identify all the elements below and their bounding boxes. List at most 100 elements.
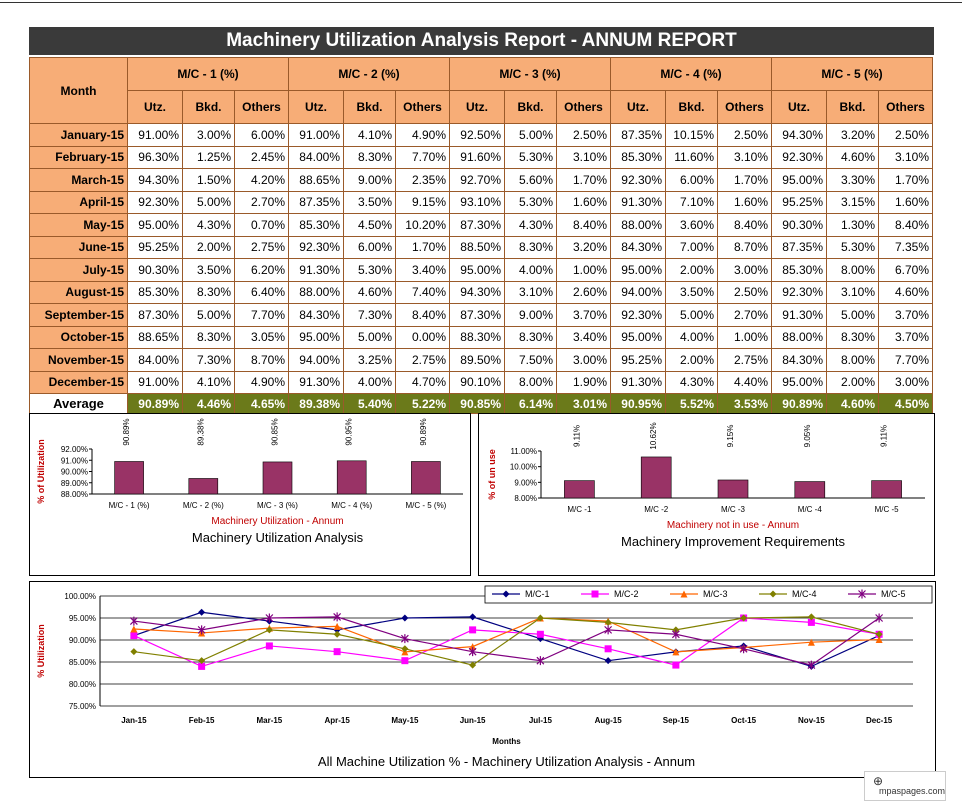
average-row: Average 90.89% 4.46% 4.65% 89.38% 5.40% 5.22% 9… bbox=[29, 393, 933, 414]
value-cell: 7.40% bbox=[395, 280, 450, 304]
value-cell: 92.30% bbox=[610, 303, 666, 327]
table-row: May-15 95.00% 4.30% 0.70% 85.30% 4.50% 10.20% 8… bbox=[29, 213, 933, 237]
value-cell: 4.90% bbox=[395, 123, 450, 147]
value-cell: 91.30% bbox=[771, 303, 827, 327]
value-cell: 92.70% bbox=[449, 168, 505, 192]
value-cell: 92.30% bbox=[771, 145, 827, 169]
value-cell: 93.10% bbox=[449, 190, 505, 214]
legend: M/C-1 M/C-2 M/C-3 M/C-4 M/C-5 bbox=[484, 585, 933, 604]
value-cell: 87.35% bbox=[771, 235, 827, 259]
x-tick-label: M/C -1 bbox=[567, 505, 592, 514]
month-cell: June-15 bbox=[29, 235, 128, 259]
value-cell: 5.00% bbox=[826, 303, 879, 327]
data-point bbox=[875, 636, 883, 644]
average-cell: 89.38% bbox=[288, 393, 344, 414]
sub-header: Utz. bbox=[288, 90, 344, 124]
month-cell: August-15 bbox=[29, 280, 128, 304]
value-cell: 4.60% bbox=[343, 280, 396, 304]
value-cell: 92.30% bbox=[288, 235, 344, 259]
value-cell: 87.35% bbox=[610, 123, 666, 147]
value-cell: 95.00% bbox=[610, 325, 666, 349]
value-cell: 1.00% bbox=[556, 258, 611, 282]
data-point bbox=[333, 612, 342, 622]
data-point bbox=[333, 622, 341, 630]
value-cell: 4.30% bbox=[182, 213, 235, 237]
series-line bbox=[133, 611, 880, 668]
value-cell: 3.30% bbox=[826, 168, 879, 192]
data-label: 9.15% bbox=[726, 425, 735, 448]
y-tick-label: 95.00% bbox=[69, 614, 96, 623]
y-tick-label: 10.00% bbox=[510, 463, 537, 472]
month-cell: March-15 bbox=[29, 168, 128, 192]
series-m-c-5 bbox=[129, 612, 884, 670]
series-m-c-3 bbox=[130, 614, 883, 656]
sub-header: Utz. bbox=[610, 90, 666, 124]
value-cell: 84.30% bbox=[771, 348, 827, 372]
improvement-chart-panel: 8.00% 9.00% 10.00% 11.00% 9.11% M/C -1 10.62% M… bbox=[478, 413, 935, 576]
chart-title: All Machine Utilization % - Machinery Ut… bbox=[318, 754, 695, 769]
value-cell: 85.30% bbox=[610, 145, 666, 169]
value-cell: 88.30% bbox=[449, 325, 505, 349]
average-cell: 5.52% bbox=[665, 393, 718, 414]
x-tick-label: Jul-15 bbox=[529, 716, 553, 725]
value-cell: 91.30% bbox=[288, 370, 344, 394]
data-point bbox=[604, 645, 612, 653]
value-cell: 1.50% bbox=[182, 168, 235, 192]
value-cell: 84.30% bbox=[610, 235, 666, 259]
average-cell: 3.01% bbox=[556, 393, 611, 414]
average-cell: 90.89% bbox=[127, 393, 183, 414]
data-point bbox=[400, 634, 409, 644]
average-cell: 5.40% bbox=[343, 393, 396, 414]
value-cell: 4.70% bbox=[395, 370, 450, 394]
legend-item: M/C-2 bbox=[581, 589, 639, 599]
y-tick-label: 85.00% bbox=[69, 658, 96, 667]
average-cell: 4.65% bbox=[234, 393, 289, 414]
data-point bbox=[265, 613, 274, 623]
data-point bbox=[401, 614, 409, 622]
top-rule bbox=[0, 2, 962, 3]
value-cell: 4.60% bbox=[878, 280, 933, 304]
chart-title: Machinery Improvement Requirements bbox=[621, 534, 845, 549]
value-cell: 3.00% bbox=[878, 370, 933, 394]
table-row: April-15 92.30% 5.00% 2.70% 87.35% 3.50% 9.15%… bbox=[29, 190, 933, 214]
bar bbox=[794, 481, 826, 499]
series-m-c-4 bbox=[130, 613, 883, 669]
data-point bbox=[604, 625, 613, 635]
value-cell: 95.00% bbox=[449, 258, 505, 282]
value-cell: 3.10% bbox=[826, 280, 879, 304]
legend-item: M/C-1 bbox=[492, 589, 550, 599]
value-cell: 10.20% bbox=[395, 213, 450, 237]
data-label: 9.11% bbox=[880, 425, 889, 447]
value-cell: 91.30% bbox=[610, 370, 666, 394]
legend-item: M/C-3 bbox=[670, 589, 728, 599]
legend-label: M/C-4 bbox=[792, 589, 817, 599]
data-point bbox=[130, 625, 138, 633]
sub-header: Others bbox=[395, 90, 450, 124]
value-cell: 90.10% bbox=[449, 370, 505, 394]
x-tick-label: Aug-15 bbox=[595, 716, 623, 725]
data-point bbox=[130, 632, 138, 640]
data-point bbox=[401, 657, 409, 665]
value-cell: 3.40% bbox=[395, 258, 450, 282]
value-cell: 2.70% bbox=[234, 190, 289, 214]
value-cell: 95.00% bbox=[288, 325, 344, 349]
data-point bbox=[807, 618, 815, 626]
value-cell: 8.00% bbox=[826, 348, 879, 372]
sub-header: Others bbox=[878, 90, 933, 124]
machine-header: M/C - 4 (%) bbox=[610, 57, 772, 91]
value-cell: 3.15% bbox=[826, 190, 879, 214]
sub-header: Utz. bbox=[771, 90, 827, 124]
value-cell: 11.60% bbox=[665, 145, 718, 169]
bar bbox=[411, 461, 441, 495]
value-cell: 4.30% bbox=[504, 213, 557, 237]
value-cell: 3.70% bbox=[878, 303, 933, 327]
x-tick-label: M/C - 1 (%) bbox=[109, 501, 150, 510]
value-cell: 3.50% bbox=[343, 190, 396, 214]
value-cell: 4.40% bbox=[717, 370, 772, 394]
value-cell: 95.00% bbox=[127, 213, 183, 237]
value-cell: 8.40% bbox=[556, 213, 611, 237]
value-cell: 7.70% bbox=[878, 348, 933, 372]
data-point bbox=[536, 630, 544, 638]
value-cell: 4.10% bbox=[182, 370, 235, 394]
y-tick-label: 92.00% bbox=[61, 445, 88, 454]
